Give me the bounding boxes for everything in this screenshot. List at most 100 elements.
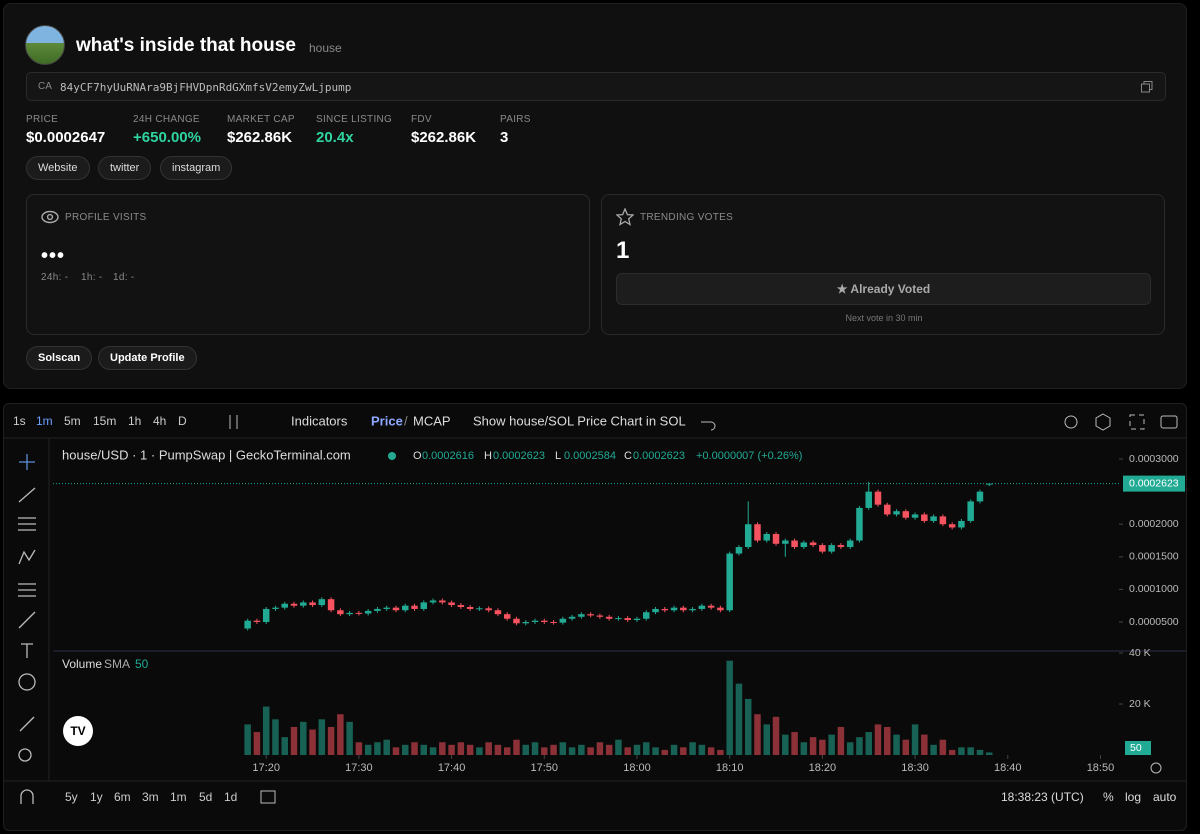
- candle-body: [318, 599, 326, 606]
- candle-body: [281, 603, 288, 608]
- volume-bar: [466, 744, 474, 755]
- candle-body: [689, 608, 696, 611]
- candle-body: [346, 612, 353, 615]
- action-button[interactable]: Update Profile: [98, 346, 197, 370]
- candle-body: [846, 540, 854, 548]
- candle-body: [856, 507, 863, 541]
- link-button[interactable]: Website: [26, 156, 90, 180]
- volume-bar: [318, 719, 326, 755]
- copy-icon[interactable]: [1141, 81, 1153, 93]
- svg-text:TV: TV: [70, 724, 85, 738]
- action-button[interactable]: Solscan: [26, 346, 93, 370]
- percent-toggle: %: [1103, 790, 1114, 804]
- candle-body: [902, 511, 910, 518]
- volume-bar: [364, 744, 372, 755]
- range-button: 1m: [170, 790, 187, 804]
- volume-bar: [420, 744, 428, 755]
- volume-bar: [735, 683, 743, 755]
- volume-bar: [244, 724, 251, 755]
- interval-button[interactable]: 1s: [13, 414, 26, 428]
- ohlc-value: 0.0002623: [633, 450, 685, 462]
- x-tick-label: 17:20: [252, 762, 280, 774]
- volume-bar: [262, 706, 270, 755]
- volume-bar: [633, 744, 641, 755]
- interval-button[interactable]: 5m: [64, 414, 81, 428]
- interval-button[interactable]: D: [178, 414, 187, 428]
- volume-bar: [587, 747, 594, 755]
- volume-bar: [550, 744, 557, 755]
- vote-button[interactable]: ★ Already Voted: [616, 273, 1151, 305]
- volume-bar: [939, 739, 947, 755]
- stat-label: 24H CHANGE: [133, 114, 200, 125]
- interval-button[interactable]: 1h: [128, 414, 141, 428]
- ca-label: CA: [38, 81, 52, 92]
- candle-body: [800, 542, 808, 548]
- avatar: [25, 25, 65, 65]
- candle-body: [652, 608, 659, 613]
- volume-last-label: 50: [1130, 742, 1142, 754]
- interval-button[interactable]: 15m: [93, 414, 116, 428]
- candle-body: [884, 504, 891, 515]
- ohlc-label: O: [413, 450, 422, 462]
- candle-body: [605, 616, 613, 619]
- volume-bar: [290, 726, 298, 755]
- candle-body: [633, 618, 641, 621]
- candle-body: [809, 542, 817, 546]
- tv-logo[interactable]: [63, 716, 93, 746]
- candle-body: [967, 501, 974, 521]
- stat-label: MARKET CAP: [227, 114, 295, 125]
- volume-bar: [958, 747, 965, 755]
- candle-body: [643, 612, 650, 619]
- stat-value: 3: [500, 129, 509, 146]
- candle-body: [624, 618, 631, 621]
- y-tick-label: 0.0000500: [1129, 616, 1179, 628]
- volume-bar: [846, 742, 854, 755]
- volume-bar: [717, 749, 724, 755]
- link-button[interactable]: instagram: [160, 156, 233, 180]
- x-tick-label: 17:50: [531, 762, 559, 774]
- stat-value: $262.86K: [227, 129, 293, 146]
- stat-value: +650.00%: [133, 129, 201, 146]
- candle-body: [587, 614, 594, 616]
- candle-body: [698, 605, 706, 609]
- x-tick-label: 17:40: [438, 762, 466, 774]
- x-tick-label: 18:50: [1087, 762, 1115, 774]
- clock: 18:38:23 (UTC): [1001, 790, 1084, 804]
- toolbar-icons[interactable]: [229, 413, 1178, 804]
- trending-votes-card: TRENDING VOTES 1 ★ Already Voted Next vo…: [601, 194, 1165, 335]
- candle-body: [948, 524, 956, 528]
- volume-bar: [809, 737, 817, 755]
- interval-button[interactable]: 1m: [36, 414, 53, 428]
- candle-body: [429, 600, 437, 603]
- volume-bar: [605, 744, 613, 755]
- volume-bar: [541, 747, 548, 755]
- eye-icon: [41, 210, 59, 224]
- candle-body: [253, 620, 261, 622]
- last-price-box: [1123, 475, 1185, 492]
- candle-body: [541, 620, 548, 622]
- candle-body: [596, 615, 604, 617]
- volume-bar: [884, 726, 891, 755]
- volume-bar: [930, 744, 937, 755]
- candle-body: [735, 547, 743, 554]
- drawing-tools[interactable]: [18, 454, 36, 804]
- volume-bar: [680, 747, 687, 755]
- candle-body: [828, 545, 835, 552]
- link-button[interactable]: twitter: [98, 156, 152, 180]
- ohlc-change: +0.0000007 (+0.26%): [696, 450, 802, 462]
- x-tick-label: 18:40: [994, 762, 1022, 774]
- candle-body: [272, 607, 279, 609]
- volume-bar: [327, 726, 335, 755]
- interval-button[interactable]: 4h: [153, 414, 166, 428]
- volume-bar: [392, 747, 400, 755]
- candle-body: [457, 605, 465, 608]
- volume-bar: [513, 739, 520, 755]
- ca-box[interactable]: CA 84yCF7hyUuRNAra9BjFHVDpnRdGXmfsV2emyZ…: [26, 72, 1166, 101]
- visits-1h: 1h: -: [81, 272, 103, 283]
- volume-bar: [837, 726, 845, 755]
- volume-bar: [967, 747, 974, 755]
- volume-bar: [531, 742, 539, 755]
- volume-y-tick-label: 40 K: [1129, 647, 1151, 659]
- candle-body: [578, 614, 585, 617]
